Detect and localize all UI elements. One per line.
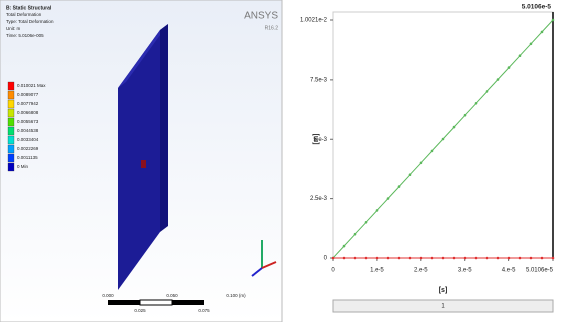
legend-swatch — [8, 100, 14, 108]
viewer-title: Total Deformation — [6, 12, 42, 17]
legend-label: 0.0077942 — [17, 101, 39, 106]
y-tick-label: 2.5e-3 — [310, 196, 328, 202]
data-point — [354, 257, 357, 260]
legend-swatch — [8, 82, 14, 90]
x-tick-label: 1.e-5 — [370, 268, 384, 274]
time-marker-label: 5.0106e-5 — [522, 4, 552, 11]
legend-swatch — [8, 154, 14, 162]
version: R16.2 — [265, 25, 279, 31]
legend-label: 0.0033404 — [17, 137, 39, 142]
data-point — [541, 31, 544, 34]
data-point — [475, 257, 478, 260]
legend-swatch — [8, 127, 14, 135]
legend-label: 0.0055673 — [17, 119, 39, 124]
scale-bar — [108, 300, 204, 305]
scale-label: 0.075 — [198, 308, 210, 313]
screenshot: B: Static StructuralTotal Deformation Typ… — [0, 0, 561, 322]
data-point — [442, 257, 445, 260]
data-point — [486, 90, 489, 93]
data-point — [431, 150, 434, 153]
data-point — [497, 78, 500, 81]
x-tick-label: 2.e-5 — [414, 268, 428, 274]
legend-label: 0.0044538 — [17, 128, 39, 133]
y-tick-label: 1.0021e-2 — [300, 18, 328, 24]
viewer-panel — [0, 0, 282, 322]
data-point — [453, 257, 456, 260]
data-point — [475, 102, 478, 105]
legend-swatch — [8, 91, 14, 99]
data-point — [398, 257, 401, 260]
legend-label: 0.0022269 — [17, 146, 39, 151]
data-point — [519, 257, 522, 260]
data-point — [387, 257, 390, 260]
scale-label: 0.000 — [102, 293, 114, 298]
data-point — [464, 257, 467, 260]
viewer-title: B: Static Structural — [6, 5, 52, 11]
data-point — [431, 257, 434, 260]
data-point — [464, 114, 467, 117]
x-tick-label: 5.0106e-5 — [526, 268, 554, 274]
x-tick-label: 0 — [331, 268, 335, 274]
data-point — [365, 257, 368, 260]
data-point — [552, 257, 555, 260]
data-point — [508, 257, 511, 260]
x-tick-label: 3.e-5 — [458, 268, 472, 274]
data-point — [530, 257, 533, 260]
y-tick-label: 0 — [324, 256, 328, 262]
data-point — [420, 257, 423, 260]
data-point — [530, 43, 533, 46]
data-point — [409, 173, 412, 176]
data-point — [398, 185, 401, 188]
data-point — [508, 66, 511, 69]
load-point — [141, 160, 146, 168]
data-point — [387, 197, 390, 200]
legend-swatch — [8, 136, 14, 144]
data-point — [486, 257, 489, 260]
logo: ANSYS — [244, 11, 278, 22]
legend-swatch — [8, 145, 14, 153]
data-point — [332, 257, 335, 260]
legend-swatch — [8, 109, 14, 117]
data-point — [376, 257, 379, 260]
legend-label: 0 Min — [17, 164, 29, 169]
legend-label: 0.0066808 — [17, 110, 39, 115]
scale-label: 0.050 — [166, 293, 178, 298]
data-point — [365, 221, 368, 224]
data-point — [453, 126, 456, 129]
x-axis-label: [s] — [439, 287, 448, 294]
viewer-title: Unit: m — [6, 26, 21, 31]
data-point — [343, 257, 346, 260]
data-point — [343, 245, 346, 248]
y-tick-label: 7.5e-3 — [310, 77, 328, 83]
viewer-title: Time: 5.0106e-005 — [6, 33, 44, 38]
data-point — [376, 209, 379, 212]
legend-label: 0.0011135 — [17, 155, 38, 160]
data-point — [497, 257, 500, 260]
data-point — [552, 19, 555, 22]
data-point — [541, 257, 544, 260]
data-point — [409, 257, 412, 260]
data-point — [354, 233, 357, 236]
y-axis-label: [m] — [313, 134, 320, 145]
x-tick-label: 4.e-5 — [502, 268, 516, 274]
data-point — [420, 162, 423, 165]
legend-label: 0.0089077 — [17, 92, 39, 97]
data-point — [519, 54, 522, 57]
scale-label: 0.025 — [134, 308, 146, 313]
legend-label: 0.010021 Max — [17, 83, 46, 88]
legend-swatch — [8, 163, 14, 171]
legend-swatch — [8, 118, 14, 126]
data-point — [442, 138, 445, 141]
plate-side — [160, 24, 168, 232]
viewer-title: Type: Total Deformation — [6, 19, 54, 24]
scale-label: 0.100 (m) — [226, 293, 246, 298]
